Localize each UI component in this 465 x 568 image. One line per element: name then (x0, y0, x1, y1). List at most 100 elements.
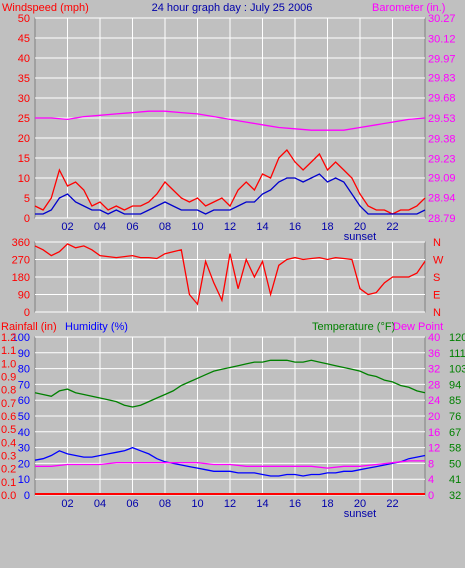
dewpoint-tick-label: 12 (428, 443, 440, 455)
dewpoint-tick-label: 24 (428, 395, 440, 407)
barometer-tick-label: 28.79 (428, 213, 456, 225)
rainfall-tick-label: 0.3 (1, 451, 16, 463)
compass-tick-label: S (433, 272, 440, 284)
temperature-line (34, 359, 426, 408)
direction-tick-label: 180 (12, 272, 30, 284)
temperature-tick-label: 103 (449, 364, 465, 376)
humidity-tick-label: 80 (18, 364, 30, 376)
barometer-line (35, 110, 426, 131)
avgwind-line (35, 173, 426, 215)
humidity-line (34, 446, 426, 477)
windspeed-axis-label: Windspeed (mph) (2, 2, 89, 14)
dewpoint-line (35, 460, 425, 469)
hour-tick-label: 14 (256, 221, 268, 233)
sunset-label: sunset (344, 508, 376, 520)
hour-tick-label: 18 (321, 498, 333, 510)
temperature-tick-label: 41 (449, 474, 461, 486)
temperature-tick-label: 67 (449, 427, 461, 439)
barometer-tick-label: 29.97 (428, 54, 456, 66)
temperature-tick-label: 120 (449, 332, 465, 344)
rainfall-tick-label: 0.5 (1, 424, 16, 436)
hour-tick-label: 22 (386, 221, 398, 233)
barometer-axis-label: Barometer (in.) (372, 2, 445, 14)
hour-tick-label: 06 (126, 498, 138, 510)
hour-tick-label: 18 (321, 221, 333, 233)
humidity-tick-label: 50 (18, 411, 30, 423)
rainfall-tick-label: 0.1 (1, 477, 16, 489)
rainfall-tick-label: 1.1 (1, 345, 16, 357)
hour-tick-label: 08 (159, 498, 171, 510)
compass-tick-label: N (433, 307, 441, 319)
temperature-tick-label: 76 (449, 411, 461, 423)
barometer-tick-label: 29.23 (428, 154, 456, 166)
wind-tick-label: 40 (18, 53, 30, 65)
humidity-tick-label: 90 (18, 348, 30, 360)
dewpoint-axis-label: Dew Point (393, 321, 443, 333)
wind-tick-label: 20 (18, 133, 30, 145)
rainfall-axis-label: Rainfall (in) (1, 321, 57, 333)
compass-tick-label: N (433, 237, 441, 249)
rainfall-tick-label: 0.9 (1, 372, 16, 384)
compass-tick-label: E (433, 290, 440, 302)
rainfall-tick-label: 0.2 (1, 464, 16, 476)
hour-tick-label: 10 (191, 221, 203, 233)
humidity-tick-label: 0 (24, 490, 30, 502)
hour-tick-label: 20 (354, 221, 366, 233)
wind-tick-label: 10 (18, 173, 30, 185)
temperature-tick-label: 50 (449, 458, 461, 470)
rainfall-tick-label: 1.0 (1, 358, 16, 370)
wind-tick-label: 5 (24, 193, 30, 205)
dewpoint-tick-label: 20 (428, 411, 440, 423)
barometer-tick-label: 29.38 (428, 133, 456, 145)
temperature-tick-label: 58 (449, 443, 461, 455)
wind-tick-label: 25 (18, 113, 30, 125)
humidity-tick-label: 20 (18, 458, 30, 470)
temperature-tick-label: 32 (449, 490, 461, 502)
barometer-tick-label: 29.83 (428, 72, 456, 84)
rainfall-tick-label: 0.6 (1, 411, 16, 423)
direction-tick-label: 360 (12, 237, 30, 249)
hour-tick-label: 10 (191, 498, 203, 510)
rainfall-tick-label: 0.4 (1, 437, 16, 449)
wind-tick-label: 50 (18, 13, 30, 25)
wind-tick-label: 15 (18, 153, 30, 165)
compass-tick-label: W (433, 255, 444, 267)
rainfall-tick-label: 1.2 (1, 332, 16, 344)
hour-tick-label: 08 (159, 221, 171, 233)
dewpoint-tick-label: 40 (428, 332, 440, 344)
temperature-tick-label: 111 (449, 348, 465, 360)
gust-line (34, 148, 426, 215)
barometer-tick-label: 29.53 (428, 113, 456, 125)
barometer-tick-label: 28.94 (428, 193, 456, 205)
dewpoint-tick-label: 0 (428, 490, 434, 502)
dewpoint-tick-label: 28 (428, 379, 440, 391)
hour-tick-label: 14 (256, 498, 268, 510)
hour-tick-label: 16 (289, 498, 301, 510)
direction-line (34, 243, 426, 306)
humidity-tick-label: 100 (12, 332, 30, 344)
temperature-tick-label: 94 (449, 379, 461, 391)
temperature-tick-label: 85 (449, 395, 461, 407)
direction-tick-label: 0 (24, 307, 30, 319)
wind-tick-label: 30 (18, 93, 30, 105)
humidity-axis-label: Humidity (%) (65, 321, 128, 333)
hour-tick-label: 12 (224, 221, 236, 233)
wind-tick-label: 45 (18, 33, 30, 45)
hour-tick-label: 12 (224, 498, 236, 510)
chart-title: 24 hour graph day : July 25 2006 (152, 2, 313, 14)
hour-tick-label: 02 (61, 221, 73, 233)
humidity-tick-label: 60 (18, 395, 30, 407)
dewpoint-tick-label: 4 (428, 474, 434, 486)
hour-tick-label: 20 (354, 498, 366, 510)
dewpoint-tick-label: 32 (428, 364, 440, 376)
hour-tick-label: 04 (94, 498, 106, 510)
hour-tick-label: 04 (94, 221, 106, 233)
humidity-tick-label: 30 (18, 443, 30, 455)
dewpoint-tick-label: 8 (428, 458, 434, 470)
hour-tick-label: 06 (126, 221, 138, 233)
hour-tick-label: 02 (61, 498, 73, 510)
rainfall-tick-label: 0.8 (1, 385, 16, 397)
sunset-label: sunset (344, 231, 376, 243)
